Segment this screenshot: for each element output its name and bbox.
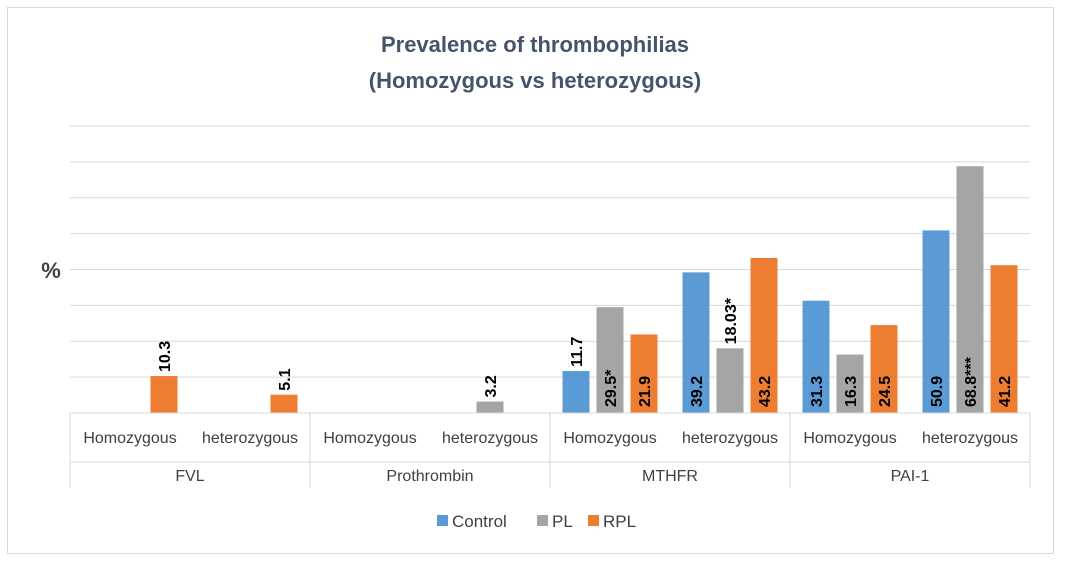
bars: 11.7 39.2 31.3 50.9 3.2 29.5* 18.03* 16.3 68.8**… (150, 166, 1018, 413)
bar-pl (836, 354, 864, 413)
bar-rpl (270, 394, 298, 413)
bar-control (562, 371, 590, 413)
bar-control (682, 272, 710, 413)
data-label: 16.3 (843, 376, 860, 407)
bar-pl (956, 166, 984, 413)
x-axis: Homozygous heterozygous Homozygous heterozy… (69, 412, 1031, 488)
bar-control (802, 300, 830, 413)
y-axis-label: % (41, 258, 61, 283)
bar-pl (596, 307, 624, 413)
data-label: 43.2 (757, 376, 774, 407)
group-label: MTHFR (642, 468, 698, 485)
data-label: 50.9 (929, 376, 946, 407)
data-label: 18.03* (723, 297, 740, 344)
data-label: 29.5* (603, 369, 620, 407)
legend-item: RPL (603, 512, 636, 531)
x-tick-label: Homozygous (563, 430, 656, 447)
legend-item: Control (452, 512, 507, 531)
data-label: 21.9 (637, 376, 654, 407)
data-label: 11.7 (569, 337, 586, 367)
bar-rpl (990, 265, 1018, 413)
chart-subtitle: (Homozygous vs heterozygous) (369, 68, 701, 93)
group-label: PAI-1 (891, 468, 930, 485)
x-tick-label: Homozygous (803, 430, 896, 447)
data-label: 3.2 (483, 375, 500, 397)
chart-frame (7, 7, 1054, 554)
bar-pl (716, 348, 744, 413)
bar-pl (476, 401, 504, 413)
data-label: 39.2 (689, 376, 706, 407)
bar-rpl (870, 325, 898, 413)
group-label: Prothrombin (386, 468, 473, 485)
x-tick-label: Homozygous (83, 430, 176, 447)
gridlines (70, 125, 1030, 378)
x-tick-label: heterozygous (442, 430, 538, 447)
bar-rpl (750, 258, 778, 413)
data-label: 10.3 (157, 341, 174, 372)
bar-control (922, 230, 950, 413)
legend-item: PL (552, 512, 573, 531)
x-tick-label: heterozygous (682, 430, 778, 447)
data-label: 5.1 (277, 368, 294, 390)
data-label: 41.2 (997, 376, 1014, 407)
data-label: 31.3 (809, 376, 826, 407)
legend-swatch (537, 515, 548, 526)
legend: Control PL RPL (437, 512, 636, 531)
data-label: 24.5 (877, 376, 894, 407)
legend-swatch (437, 515, 448, 526)
x-tick-label: Homozygous (323, 430, 416, 447)
bar-rpl (630, 334, 658, 413)
chart-title: Prevalence of thrombophilias (381, 32, 689, 57)
bar-rpl (150, 376, 178, 413)
x-tick-label: heterozygous (202, 430, 298, 447)
legend-swatch (588, 515, 599, 526)
x-tick-label: heterozygous (922, 430, 1018, 447)
data-label: 68.8*** (963, 356, 980, 407)
group-label: FVL (175, 468, 204, 485)
